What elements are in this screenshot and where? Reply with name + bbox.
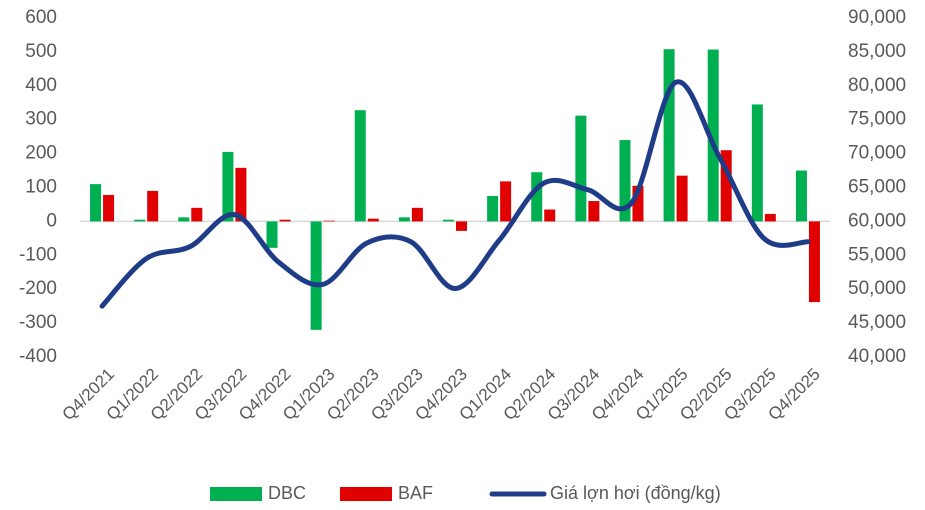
y-tick-label: 400 — [25, 75, 57, 96]
y-tick-label: 0 — [46, 210, 57, 231]
bar — [235, 167, 247, 222]
y-tick-label: 600 — [25, 7, 57, 28]
bar — [588, 201, 600, 222]
y-tick-label: -200 — [19, 278, 57, 299]
bar — [147, 190, 159, 222]
bar — [323, 220, 335, 222]
bar — [367, 218, 379, 222]
bar — [178, 217, 190, 222]
bar — [90, 184, 102, 222]
bar — [354, 110, 366, 222]
bar — [103, 194, 115, 222]
y2-tick-label: 40,000 — [848, 346, 906, 367]
bar — [222, 151, 234, 222]
y-tick-label: -400 — [19, 346, 57, 367]
bar — [134, 219, 146, 222]
y2-tick-label: 75,000 — [848, 109, 906, 130]
bar — [764, 213, 776, 222]
y-tick-label: 300 — [25, 109, 57, 130]
bar — [544, 209, 556, 222]
bar — [795, 170, 807, 222]
y2-tick-label: 70,000 — [848, 143, 906, 164]
bar — [619, 140, 631, 222]
y-tick-label: 200 — [25, 143, 57, 164]
bar — [411, 207, 423, 222]
bar — [531, 172, 543, 222]
legend-label: DBC — [268, 483, 306, 503]
line — [99, 79, 811, 309]
bar — [310, 221, 322, 330]
y-tick-label: -300 — [19, 312, 57, 333]
bar — [663, 49, 675, 222]
bar — [751, 104, 763, 222]
bar — [632, 185, 644, 222]
bar — [456, 221, 467, 231]
legend-swatch — [340, 487, 392, 501]
bar — [500, 181, 512, 222]
bar — [808, 221, 820, 303]
legend-label: BAF — [398, 483, 433, 503]
y-tick-label: -100 — [19, 244, 57, 265]
bar — [443, 219, 454, 222]
bar — [266, 221, 278, 248]
y2-tick-label: 45,000 — [848, 312, 906, 333]
y2-tick-label: 50,000 — [848, 278, 906, 299]
y2-tick-label: 90,000 — [848, 7, 906, 28]
legend-swatch — [210, 487, 262, 501]
bar — [279, 219, 291, 222]
bar — [191, 207, 203, 222]
y-tick-label: 500 — [25, 41, 57, 62]
bar — [487, 195, 499, 222]
y-tick-label: 100 — [25, 177, 57, 198]
bar — [676, 175, 688, 222]
y2-tick-label: 60,000 — [848, 210, 906, 231]
bar — [398, 217, 410, 222]
y2-tick-label: 80,000 — [848, 75, 906, 96]
y2-tick-label: 65,000 — [848, 177, 906, 198]
y2-tick-label: 85,000 — [848, 41, 906, 62]
legend-label: Giá lợn hơi (đồng/kg) — [550, 483, 721, 503]
bar — [575, 115, 587, 222]
bar — [720, 150, 732, 222]
bar — [707, 49, 719, 222]
y2-tick-label: 55,000 — [848, 244, 906, 265]
